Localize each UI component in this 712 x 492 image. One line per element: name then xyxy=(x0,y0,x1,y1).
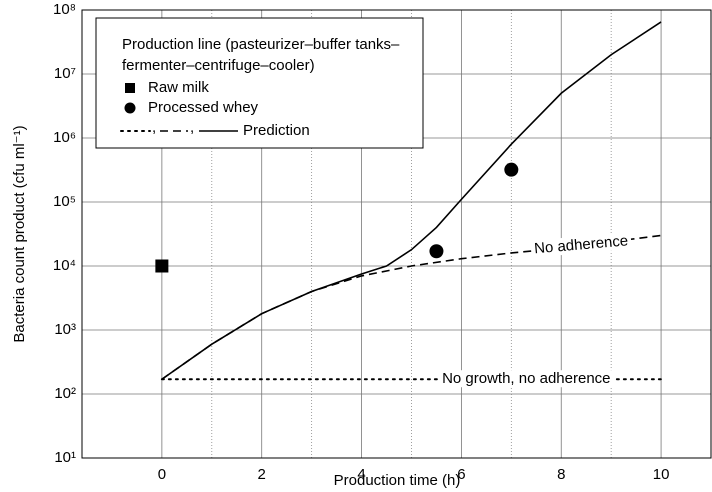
legend-separator: , xyxy=(190,119,194,136)
circle-marker xyxy=(429,244,444,259)
x-tick-label: 6 xyxy=(457,466,465,483)
legend-circle xyxy=(124,102,136,114)
legend-label: Raw milk xyxy=(148,79,209,96)
legend-square xyxy=(125,83,135,93)
legend-label: Prediction xyxy=(243,122,310,139)
annotation-bg xyxy=(439,370,614,388)
y-tick-label: 10⁸ xyxy=(53,1,76,18)
y-tick-label: 10⁶ xyxy=(53,129,76,146)
y-tick-label: 10⁴ xyxy=(53,257,76,274)
prediction-line xyxy=(161,21,662,380)
y-tick-label: 10² xyxy=(54,385,76,402)
legend-label: Processed whey xyxy=(148,99,259,116)
x-tick-label: 0 xyxy=(158,466,166,483)
legend-title: fermenter–centrifuge–cooler) xyxy=(122,57,315,74)
y-tick-label: 10⁷ xyxy=(54,65,76,82)
y-axis-label: Bacteria count product (cfu ml⁻¹) xyxy=(11,125,28,342)
plot-frame xyxy=(81,9,712,459)
x-tick-label: 2 xyxy=(258,466,266,483)
y-tick-label: 10¹ xyxy=(54,449,76,466)
annotation: No adherence xyxy=(533,232,628,257)
legend-box xyxy=(95,17,424,149)
legend-title: Production line (pasteurizer–buffer tank… xyxy=(122,36,400,53)
legend-separator: , xyxy=(152,119,156,136)
x-tick-label: 10 xyxy=(653,466,670,483)
circle-marker xyxy=(504,162,519,177)
y-tick-label: 10³ xyxy=(54,321,76,338)
x-tick-label: 8 xyxy=(557,466,565,483)
x-tick-label: 4 xyxy=(357,466,365,483)
annotation-bg xyxy=(530,232,632,258)
x-axis-label: Production time (h) xyxy=(334,472,461,489)
y-tick-label: 10⁵ xyxy=(53,193,76,210)
square-marker xyxy=(155,259,169,273)
annotation: No growth, no adherence xyxy=(442,370,610,387)
